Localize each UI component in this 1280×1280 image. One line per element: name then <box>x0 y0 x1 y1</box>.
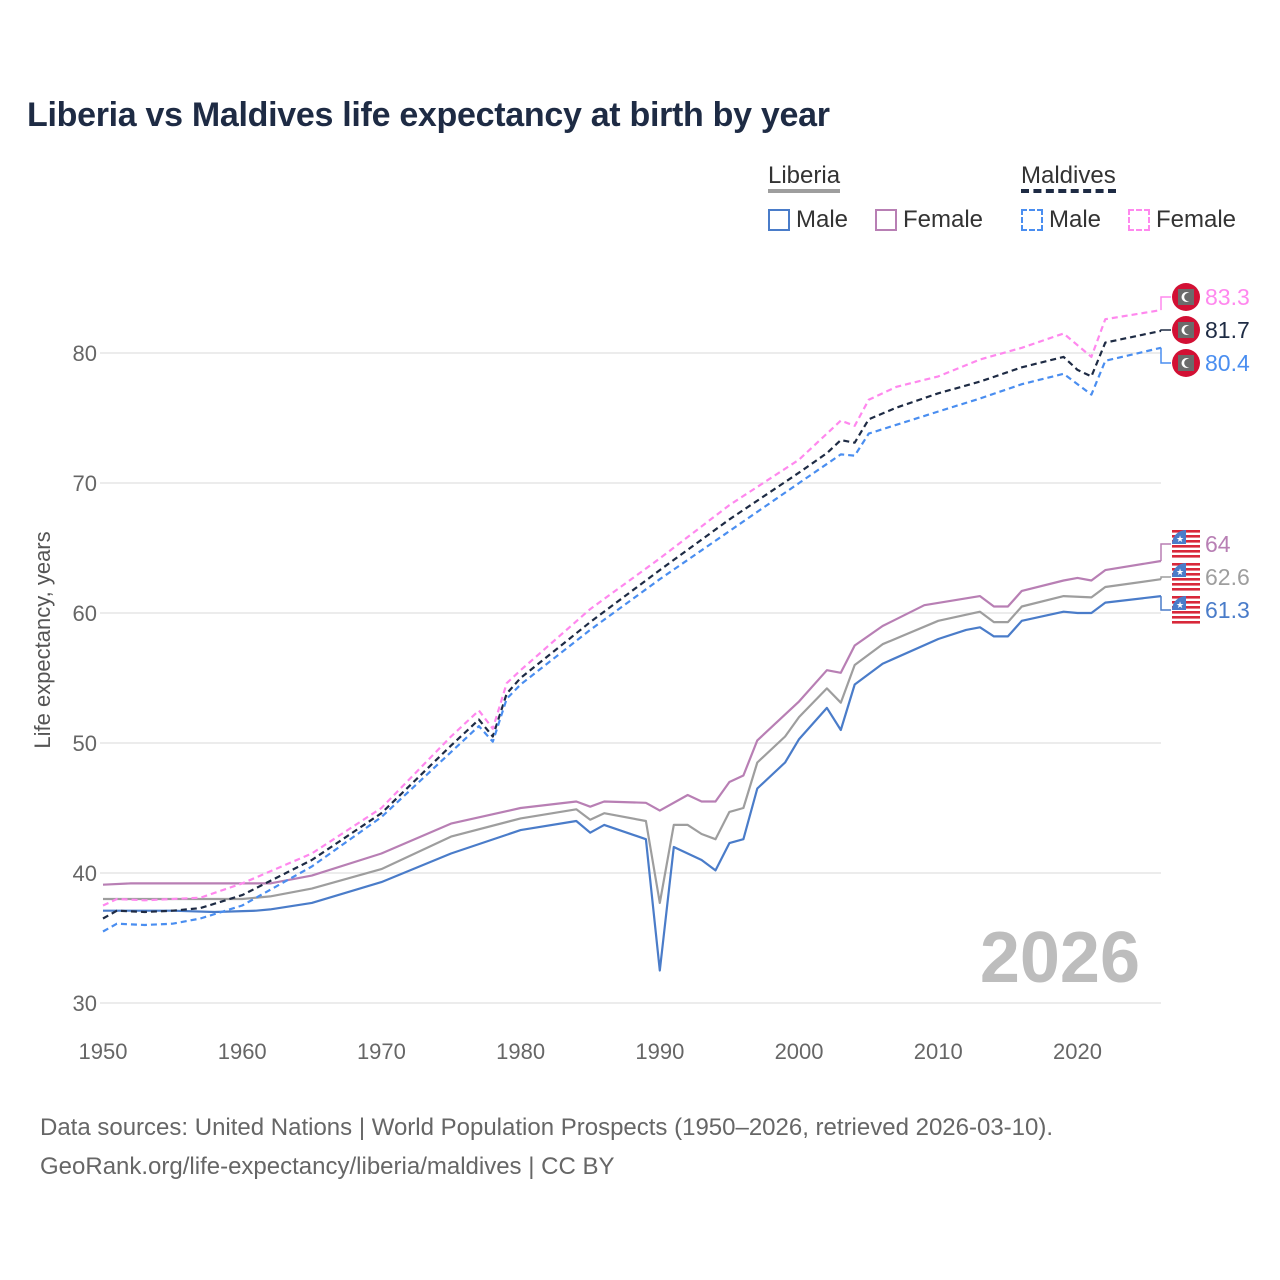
chart-title: Liberia vs Maldives life expectancy at b… <box>27 96 830 134</box>
legend-group-liberia: Liberia <box>768 163 841 193</box>
maldives-flag-icon <box>1172 349 1200 377</box>
svg-text:★: ★ <box>1176 567 1184 577</box>
legend-label: Male <box>1049 206 1102 233</box>
y-tick-label: 60 <box>73 601 97 626</box>
series-line-liberia-female <box>102 559 1162 886</box>
legend-label: Male <box>796 206 849 233</box>
source-line: Data sources: United Nations | World Pop… <box>40 1114 1054 1141</box>
y-tick-label: 50 <box>73 731 97 756</box>
legend-swatch <box>1128 209 1150 231</box>
end-value-label: 62.6 <box>1205 564 1250 590</box>
maldives-flag-icon <box>1172 283 1200 311</box>
label-connector <box>1160 596 1171 611</box>
legend-label: Female <box>903 206 984 233</box>
svg-text:★: ★ <box>1176 534 1184 544</box>
y-tick-label: 80 <box>73 341 97 366</box>
series-line-liberia <box>103 578 1162 905</box>
x-tick-label: 2010 <box>914 1039 963 1064</box>
legend-group-maldives: Maldives <box>1021 163 1116 193</box>
y-tick-label: 30 <box>73 991 97 1016</box>
legend-maldives-female: Female <box>1128 206 1236 234</box>
end-value-label: 80.4 <box>1205 350 1250 376</box>
x-tick-label: 1960 <box>218 1039 267 1064</box>
series-line-maldives-male <box>102 346 1162 933</box>
liberia-flag-icon: ★ <box>1172 596 1200 624</box>
x-tick-label: 1990 <box>635 1039 684 1064</box>
series-line-liberia-male <box>103 595 1162 972</box>
legend-swatch <box>1021 209 1043 231</box>
legend-swatch <box>768 209 790 231</box>
label-connector <box>1160 543 1171 561</box>
label-connector <box>1160 576 1171 580</box>
liberia-flag-icon: ★ <box>1172 563 1200 591</box>
maldives-flag-icon <box>1172 316 1200 344</box>
end-value-label: 81.7 <box>1205 317 1250 343</box>
end-value-label: 83.3 <box>1205 284 1250 310</box>
x-tick-label: 1950 <box>79 1039 128 1064</box>
end-value-label: 61.3 <box>1205 597 1250 623</box>
y-tick-label: 70 <box>73 471 97 496</box>
label-connector <box>1160 296 1171 311</box>
svg-text:★: ★ <box>1176 600 1184 610</box>
label-connector <box>1160 329 1171 331</box>
x-tick-label: 1980 <box>496 1039 545 1064</box>
legend-label: Female <box>1156 206 1237 233</box>
source-link[interactable]: GeoRank.org/life-expectancy/liberia/mald… <box>40 1153 615 1180</box>
liberia-flag-icon: ★ <box>1172 530 1200 558</box>
legend-swatch <box>875 209 897 231</box>
x-tick-label: 2000 <box>775 1039 824 1064</box>
series-line-maldives <box>102 329 1162 920</box>
end-value-label: 64 <box>1205 531 1231 557</box>
legend-liberia-female: Female <box>875 206 983 234</box>
label-connector <box>1160 347 1171 364</box>
y-tick-label: 40 <box>73 861 97 886</box>
x-tick-label: 1970 <box>357 1039 406 1064</box>
source-note: Data sources: United Nations | World Pop… <box>40 1108 1053 1186</box>
x-tick-label: 2020 <box>1053 1039 1102 1064</box>
y-axis-label: Life expectancy, years <box>30 531 55 748</box>
legend-maldives-male: Male <box>1021 206 1101 234</box>
series-line-maldives-female <box>102 309 1162 907</box>
legend-liberia-male: Male <box>768 206 848 234</box>
year-watermark: 2026 <box>980 918 1140 998</box>
